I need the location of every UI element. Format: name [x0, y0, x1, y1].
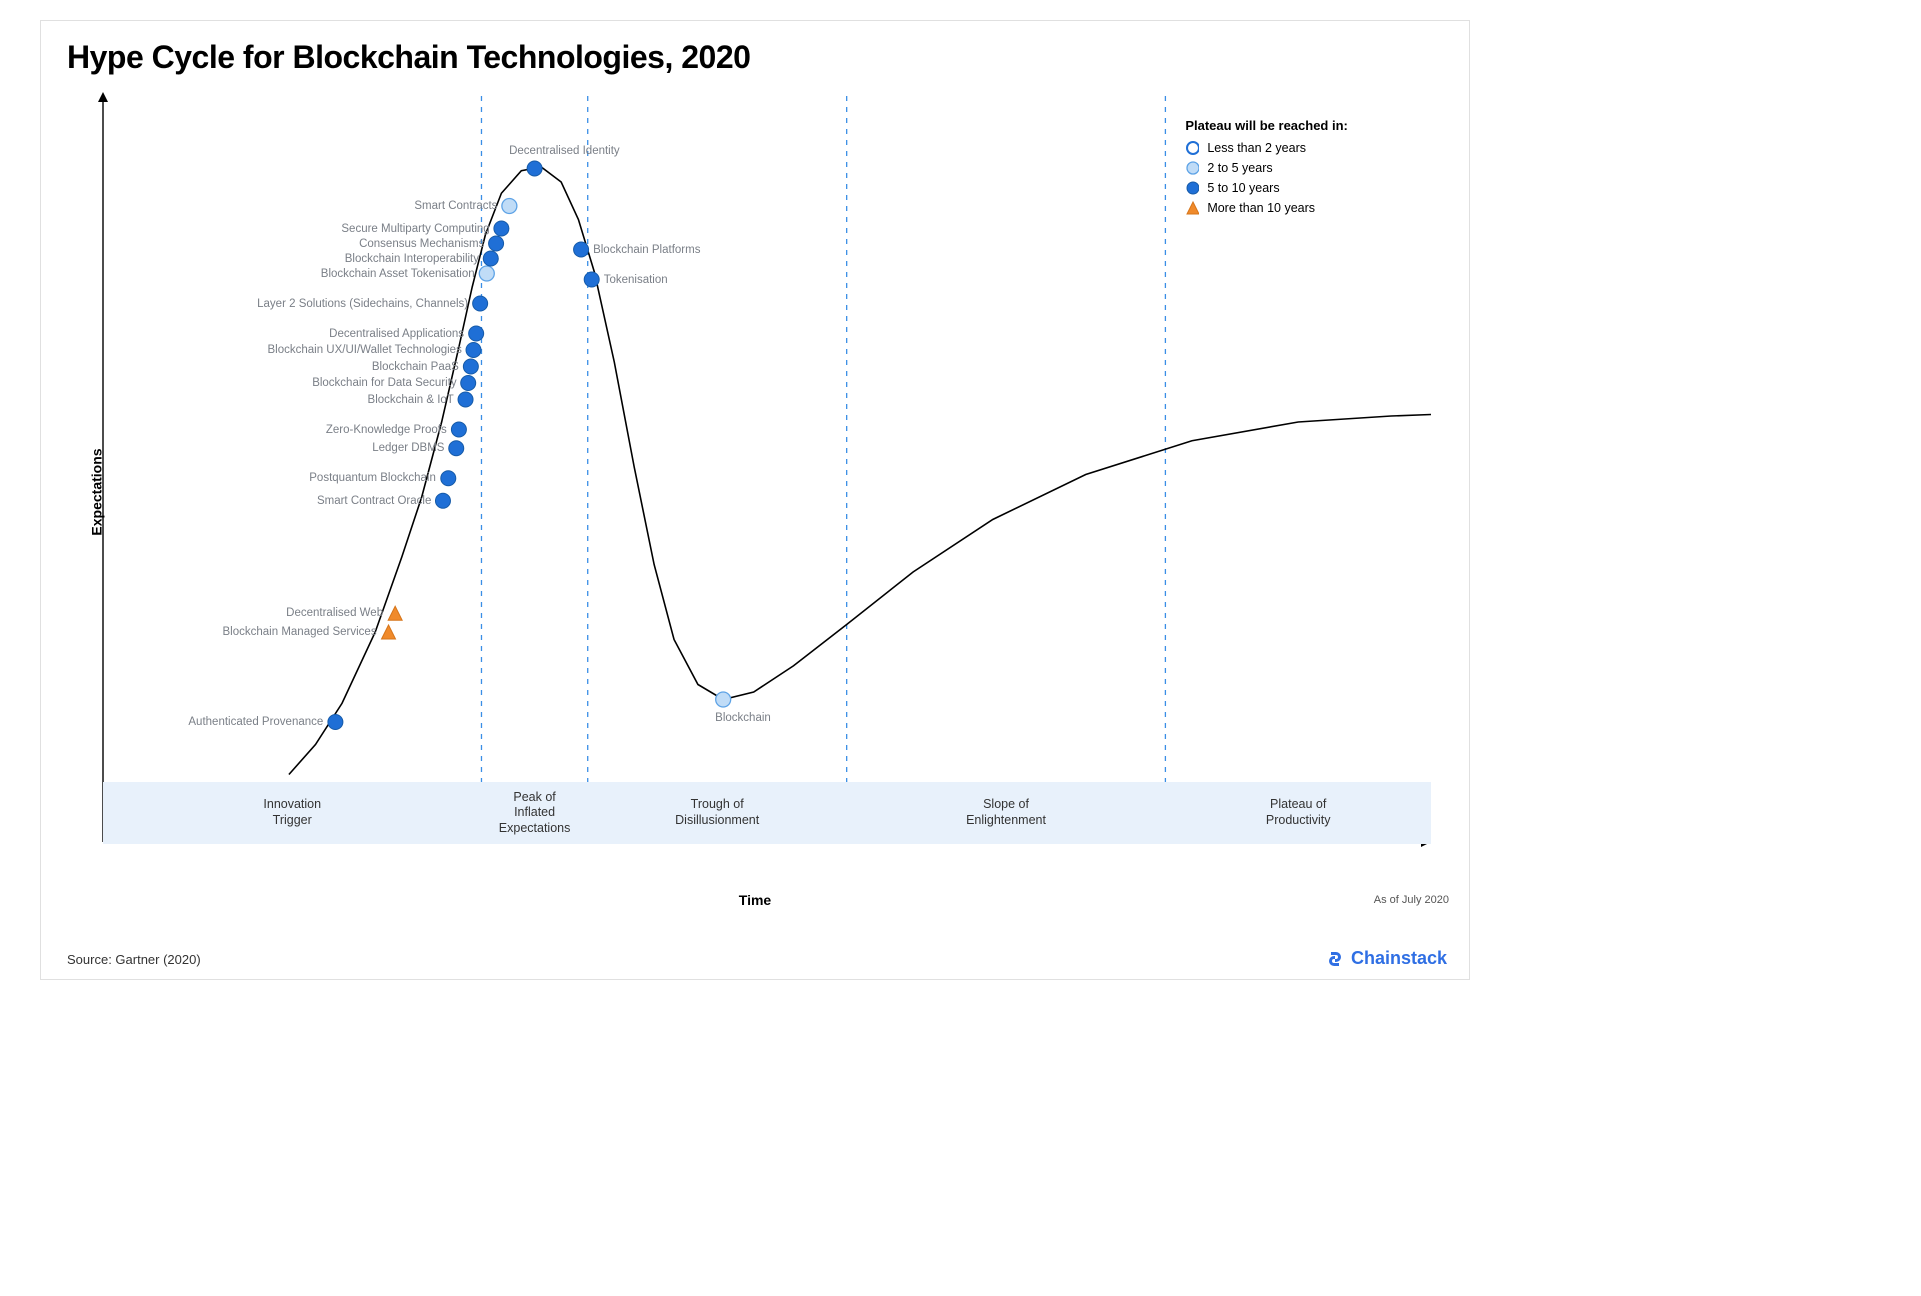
legend-label-0: Less than 2 years [1207, 141, 1306, 155]
legend-swatch-hollow [1185, 141, 1199, 155]
legend-label-1: 2 to 5 years [1207, 161, 1272, 175]
legend-title: Plateau will be reached in: [1185, 118, 1348, 133]
x-axis-label: Time [739, 892, 771, 908]
point-label-6: Zero-Knowledge Proofs [326, 424, 447, 436]
point-label-1: Blockchain Managed Services [223, 626, 377, 638]
point-label-13: Blockchain Asset Tokenisation [321, 268, 475, 280]
legend-item-1: 2 to 5 years [1185, 161, 1348, 175]
legend-item-0: Less than 2 years [1185, 141, 1348, 155]
legend-swatch-dark [1185, 181, 1199, 195]
source-label: Source: Gartner (2020) [67, 952, 201, 967]
phase-1: Peak ofInflatedExpectations [481, 782, 587, 844]
chainstack-icon [1325, 949, 1345, 969]
legend-label-3: More than 10 years [1207, 201, 1315, 215]
point-label-16: Secure Multiparty Computing [341, 223, 489, 235]
phase-2: Trough ofDisillusionment [588, 782, 847, 844]
as-of-label: As of July 2020 [1374, 894, 1449, 906]
brand-logo: Chainstack [1325, 948, 1447, 969]
point-label-14: Blockchain Interoperability [345, 253, 479, 265]
point-label-15: Consensus Mechanisms [359, 238, 484, 250]
point-label-17: Smart Contracts [414, 200, 497, 212]
point-label-4: Postquantum Blockchain [309, 472, 436, 484]
point-label-20: Tokenisation [604, 274, 668, 286]
legend-item-2: 5 to 10 years [1185, 181, 1348, 195]
point-label-9: Blockchain PaaS [372, 361, 459, 373]
legend-swatch-triangle [1185, 201, 1199, 215]
legend-label-2: 5 to 10 years [1207, 181, 1279, 195]
chart-container: Hype Cycle for Blockchain Technologies, … [40, 20, 1470, 980]
point-label-11: Decentralised Applications [329, 328, 464, 340]
chart-title: Hype Cycle for Blockchain Technologies, … [67, 39, 1449, 76]
brand-text: Chainstack [1351, 948, 1447, 969]
legend-swatch-light [1185, 161, 1199, 175]
point-label-2: Decentralised Web [286, 607, 383, 619]
point-label-3: Smart Contract Oracle [317, 495, 431, 507]
point-label-18: Decentralised Identity [509, 145, 620, 157]
legend-item-3: More than 10 years [1185, 201, 1348, 215]
point-label-5: Ledger DBMS [372, 442, 444, 454]
point-label-12: Layer 2 Solutions (Sidechains, Channels) [257, 298, 468, 310]
point-label-8: Blockchain for Data Security [312, 377, 456, 389]
phase-4: Plateau ofProductivity [1165, 782, 1431, 844]
point-label-19: Blockchain Platforms [593, 244, 700, 256]
chart-area: Expectations InnovationTriggerPeak ofInf… [61, 82, 1449, 902]
phase-3: Slope ofEnlightenment [847, 782, 1166, 844]
point-label-7: Blockchain & IoT [368, 394, 454, 406]
phase-0: InnovationTrigger [103, 782, 481, 844]
point-label-0: Authenticated Provenance [188, 716, 323, 728]
point-label-21: Blockchain [715, 712, 771, 724]
point-label-10: Blockchain UX/UI/Wallet Technologies [268, 344, 462, 356]
legend: Plateau will be reached in: Less than 2 y… [1185, 118, 1348, 221]
